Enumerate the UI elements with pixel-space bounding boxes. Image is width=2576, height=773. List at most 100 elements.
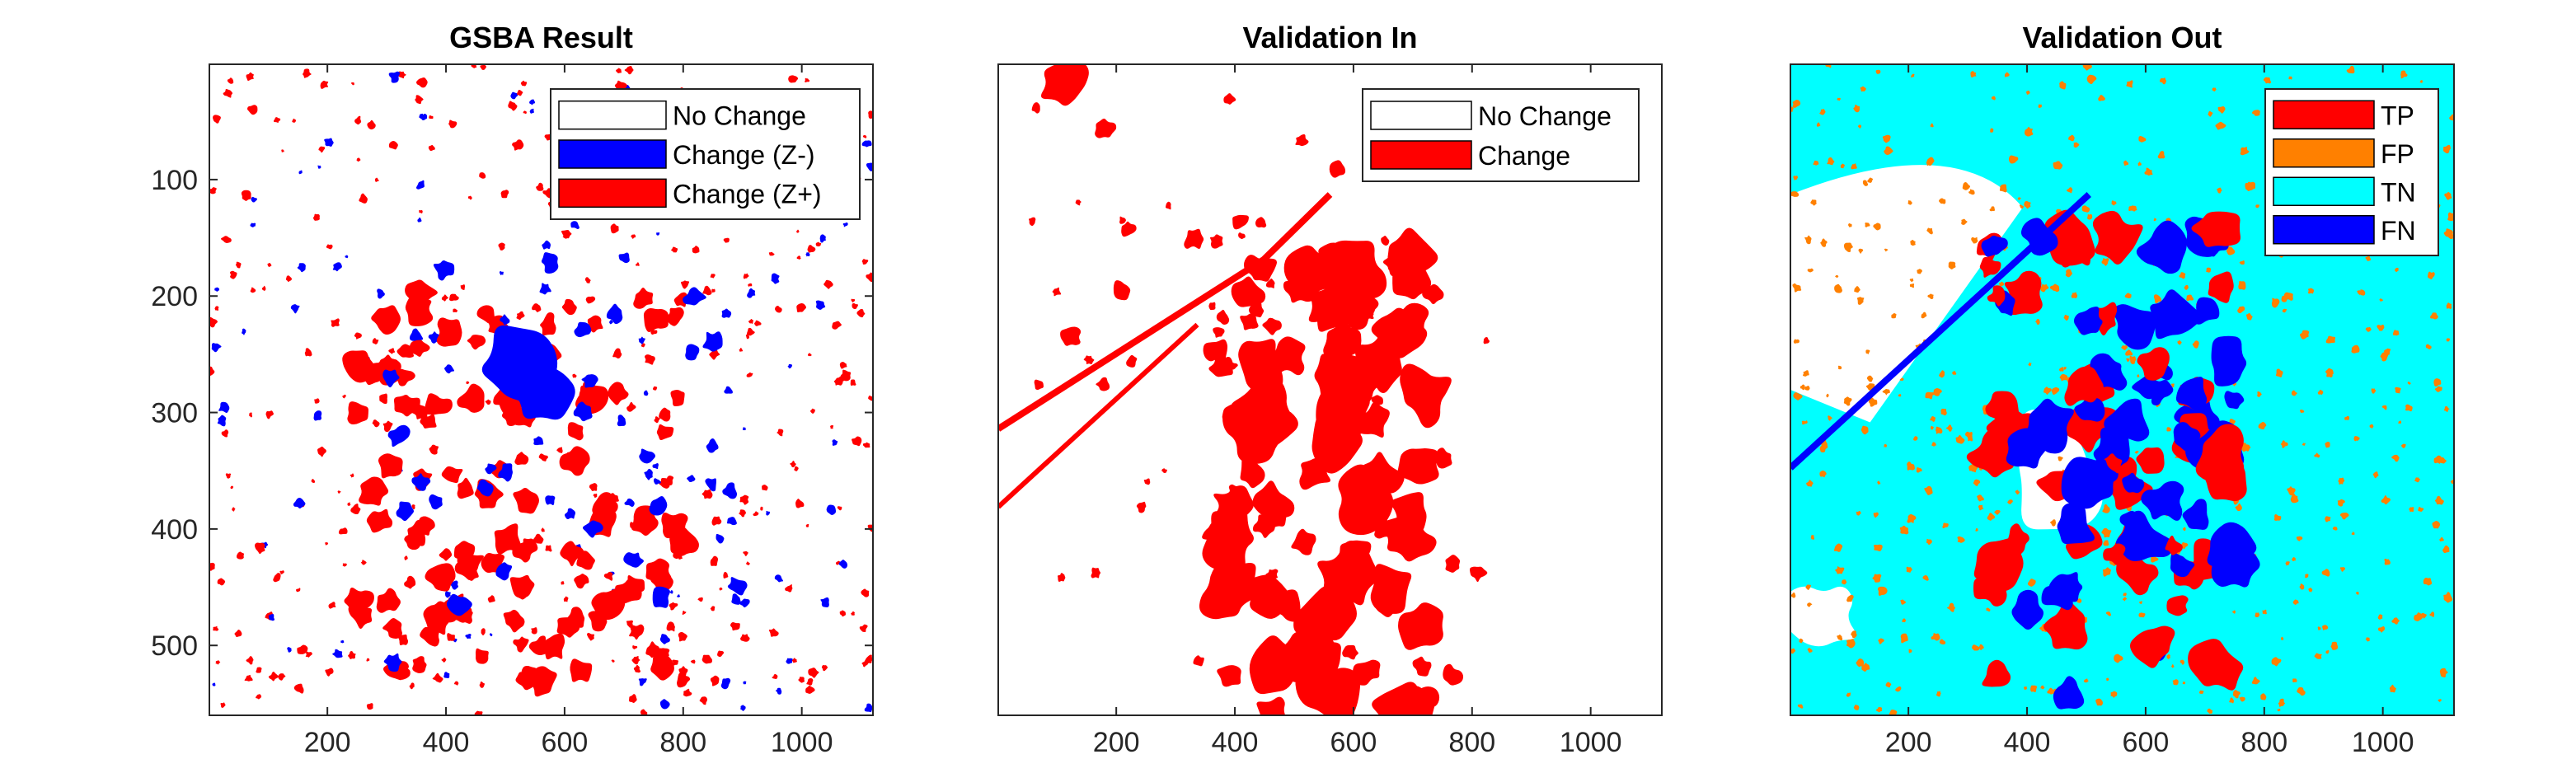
change-speck (324, 138, 334, 147)
change-speck (1445, 555, 1461, 573)
false-positive-speck (2446, 302, 2452, 309)
change-speck (471, 64, 477, 68)
false-positive-speck (1807, 268, 1814, 273)
validated-patch (2137, 347, 2170, 381)
change-speck (839, 610, 847, 617)
change-patch (623, 552, 644, 568)
false-positive-speck (2351, 344, 2360, 354)
change-speck (331, 318, 340, 327)
plot-area (997, 63, 1663, 716)
false-positive-speck (2384, 348, 2391, 355)
false-positive-speck (2442, 144, 2451, 154)
false-positive-speck (1977, 494, 1984, 502)
false-positive-speck (2235, 503, 2242, 512)
change-speck (815, 241, 822, 247)
change-speck (429, 115, 434, 119)
change-speck (678, 555, 683, 560)
false-positive-speck (1868, 397, 1878, 407)
false-positive-speck (2365, 326, 2372, 332)
change-speck (359, 193, 368, 204)
change-speck (342, 394, 346, 399)
change-speck (487, 595, 495, 603)
change-speck (499, 270, 504, 275)
change-speck (1119, 216, 1126, 224)
change-patch (645, 641, 660, 658)
change-speck (739, 347, 744, 352)
change-patch (463, 565, 479, 581)
change-speck (833, 377, 843, 386)
false-positive-speck (2282, 308, 2287, 313)
false-positive-speck (2255, 612, 2260, 617)
change-speck (1184, 228, 1204, 250)
validated-patch (2074, 397, 2105, 422)
change-speck (441, 658, 447, 663)
false-positive-speck (1837, 635, 1843, 641)
change-speck (710, 555, 719, 566)
change-speck (441, 294, 448, 302)
change-speck (740, 705, 746, 711)
false-positive-speck (2365, 255, 2372, 261)
false-positive-speck (1899, 525, 1909, 535)
legend-swatch (2273, 100, 2375, 129)
false-positive-speck (1851, 630, 1857, 639)
false-positive-speck (2409, 507, 2414, 513)
change-speck (366, 703, 373, 710)
change-speck (805, 523, 809, 527)
false-positive-speck (1793, 176, 1799, 180)
change-speck (367, 119, 376, 130)
false-positive-speck (2430, 312, 2438, 320)
change-patch (405, 294, 434, 326)
change-speck (1209, 234, 1223, 249)
change-patch (398, 634, 409, 646)
x-tick-label: 600 (542, 727, 589, 758)
false-positive-speck (1899, 377, 1904, 382)
change-speck (209, 316, 218, 328)
change-speck (249, 412, 252, 418)
false-positive-speck (2058, 456, 2063, 461)
false-positive-speck (1917, 269, 1922, 274)
false-positive-speck (1975, 527, 1978, 532)
change-patch (591, 588, 626, 621)
legend-swatch (2273, 176, 2375, 206)
change-speck (1265, 569, 1279, 581)
false-positive-speck (1866, 375, 1874, 382)
change-patch (659, 634, 670, 644)
change-speck (298, 170, 303, 175)
change-speck (739, 598, 750, 608)
change-speck (411, 504, 415, 510)
change-speck (809, 408, 815, 414)
false-positive-speck (2395, 386, 2401, 394)
false-positive-speck (2217, 187, 2222, 194)
change-patch (1318, 242, 1348, 273)
false-positive-speck (1962, 182, 1971, 190)
validated-patch (2165, 535, 2183, 555)
false-positive-speck (1858, 248, 1864, 254)
change-speck (467, 195, 472, 200)
change-speck (861, 140, 872, 148)
change-speck (234, 629, 242, 638)
change-patch (1291, 528, 1316, 555)
change-speck (640, 709, 648, 715)
change-speck (659, 477, 670, 489)
change-speck (417, 217, 422, 223)
false-positive-speck (2039, 283, 2049, 293)
validated-patch (2043, 599, 2088, 650)
false-positive-speck (2354, 436, 2360, 442)
false-positive-speck (1877, 586, 1888, 596)
false-positive-speck (1805, 584, 1811, 590)
change-speck (218, 401, 230, 413)
change-speck (1083, 355, 1095, 364)
change-speck (717, 650, 725, 658)
false-positive-speck (1835, 566, 1845, 574)
change-speck (632, 645, 638, 649)
change-speck (585, 296, 596, 304)
false-positive-speck (2257, 391, 2262, 397)
y-tick-label: 100 (151, 165, 198, 196)
false-positive-speck (1853, 705, 1860, 710)
change-speck (318, 146, 326, 153)
validated-patch (2011, 589, 2044, 630)
false-positive-speck (2124, 293, 2132, 299)
change-speck (710, 606, 716, 611)
change-patch (409, 328, 424, 341)
legend-label: FP (2381, 139, 2414, 169)
